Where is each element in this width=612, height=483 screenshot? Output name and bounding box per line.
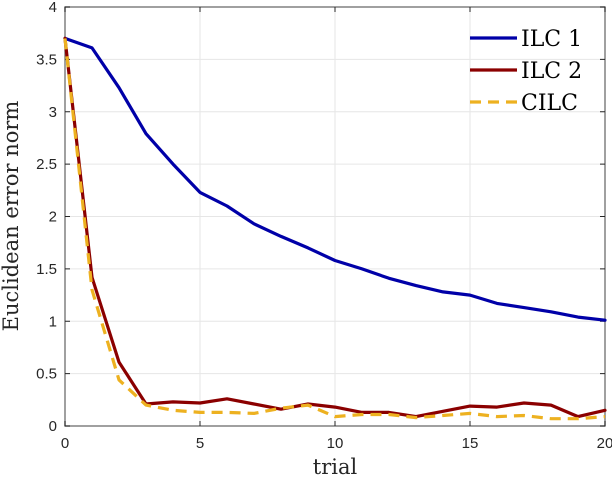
x-tick-label: 20	[597, 435, 612, 452]
y-tick-label: 3	[49, 104, 57, 121]
y-tick-label: 0.5	[36, 366, 57, 383]
data-series	[63, 36, 607, 421]
x-tick-label: 5	[196, 435, 204, 452]
legend-item-ilc-1: ILC 1	[470, 27, 582, 52]
legend-label: ILC 2	[521, 59, 582, 84]
x-tick-label: 15	[462, 435, 479, 452]
x-tick-label: 10	[327, 435, 344, 452]
y-axis-title: Euclidean error norm	[0, 101, 23, 332]
legend-item-ilc-2: ILC 2	[470, 59, 582, 84]
series-line-ilc-1	[63, 36, 607, 322]
legend-label: ILC 1	[521, 27, 582, 52]
y-tick-label: 2.5	[36, 156, 57, 173]
y-tick-label: 1.5	[36, 261, 57, 278]
tick-labels: 0 5 10 15 20 0 0.5 1 1.5 2 2.5 3 3.5 4	[36, 0, 612, 452]
y-tick-label: 1	[49, 313, 57, 330]
series-line-ilc-2	[63, 36, 607, 419]
y-tick-label: 2	[49, 209, 57, 226]
legend-item-cilc: CILC	[470, 91, 578, 116]
y-tick-label: 3.5	[36, 51, 57, 68]
y-tick-label: 0	[49, 418, 57, 435]
axes	[64, 6, 606, 427]
legend: ILC 1 ILC 2 CILC	[470, 27, 582, 116]
legend-label: CILC	[521, 91, 578, 116]
x-tick-label: 0	[61, 435, 69, 452]
y-tick-label: 4	[49, 0, 57, 16]
x-axis-title: trial	[313, 455, 358, 478]
series-line-cilc	[63, 38, 606, 421]
